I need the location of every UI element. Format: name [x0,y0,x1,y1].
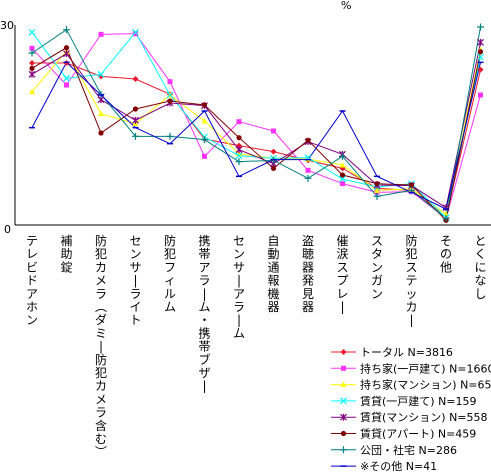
data-point [63,45,70,51]
data-point [201,136,208,144]
category-label: 催涙スプレ| [336,234,348,314]
data-point [373,192,381,200]
data-point [339,152,346,160]
category-label: センサ|アラ|ム [233,234,245,340]
data-point [270,148,277,155]
category-label: テレビドアホン [26,234,38,327]
data-point [29,45,35,51]
data-point [28,28,36,36]
category-label: 防犯カメラ︵ダミ|防犯カメラ含む︶ [95,233,107,459]
unit-label: % [341,0,351,12]
legend-marker [340,397,347,405]
data-point [97,70,105,78]
data-point [235,158,243,166]
data-point [29,88,35,95]
series-line [31,42,481,209]
legend-marker [340,381,347,388]
data-point [374,181,380,187]
series-line [31,26,481,220]
data-point [477,66,484,73]
data-point [235,152,243,160]
data-point [339,162,346,168]
category-label: とくになし [474,234,486,301]
data-point [166,91,174,99]
data-point [64,82,69,88]
data-point [408,182,415,188]
legend-label: 賃貸(マンション) N=558 [360,410,488,424]
data-point [236,119,242,125]
data-point [98,73,104,80]
data-point [98,110,104,117]
legend-label: 持ち家(一戸建て) N=1660 [360,361,491,375]
legend-marker [340,413,347,421]
series-line [31,46,481,222]
data-point [167,79,173,85]
legend-marker [341,365,346,371]
data-point [29,65,35,71]
legend-label: 賃貸(一戸建て) N=159 [360,394,477,408]
legend-label: 賃貸(アパート) N=459 [360,427,476,441]
data-point [339,175,346,183]
data-point [235,146,243,154]
data-point [442,214,450,222]
data-point [304,174,312,182]
data-point [478,92,483,98]
y-tick-label-min: 0 [4,223,11,236]
data-point [133,31,138,37]
data-point [29,60,35,66]
legend-label: トータル N=3816 [360,346,453,359]
legend-label: 持ち家(マンション) N=653 [360,378,491,392]
legend-marker [340,349,347,355]
data-point [305,137,311,143]
data-point [305,167,311,173]
data-point [132,116,139,124]
y-tick-label-max: 30 [0,19,14,32]
category-label: センサ|ライト [129,234,141,327]
data-point [270,165,277,171]
data-point [28,70,36,78]
data-point [132,132,139,140]
data-point [201,102,208,108]
data-point [236,135,242,141]
data-point [167,98,173,104]
data-point [28,49,36,57]
data-point [477,23,484,31]
data-point [202,153,207,159]
data-point [166,132,174,140]
category-label: 自動通報機器 [267,234,279,314]
data-point [477,49,484,55]
legend-marker [340,430,347,437]
legend-label: 公団・社宅 N=286 [360,443,457,457]
category-label: 携帯アラ|ム・携帯ブザ| [198,233,210,393]
data-point [201,118,208,124]
category-label: スタンガン [371,234,383,301]
data-point [132,28,139,36]
series-line [31,61,481,210]
data-point [340,181,345,187]
category-label: 防犯フィルム [164,233,176,314]
data-point [477,38,484,46]
data-point [374,187,380,193]
data-point [132,76,139,82]
data-point [63,50,70,58]
data-point [339,172,346,178]
data-point [98,130,104,136]
category-label: 盗聴器発見器 [302,233,314,314]
legend-marker [340,446,347,454]
data-point [63,74,70,82]
legend-label: ※その他 N=41 [360,460,437,473]
data-point [63,26,70,34]
data-point [271,128,276,134]
data-point [98,31,104,37]
data-point [477,53,484,61]
category-label: 補助錠 [60,234,72,274]
data-point [236,142,242,149]
data-point [132,106,139,112]
category-label: 防犯ステッカ| [405,233,417,327]
category-label: その他 [440,234,452,274]
